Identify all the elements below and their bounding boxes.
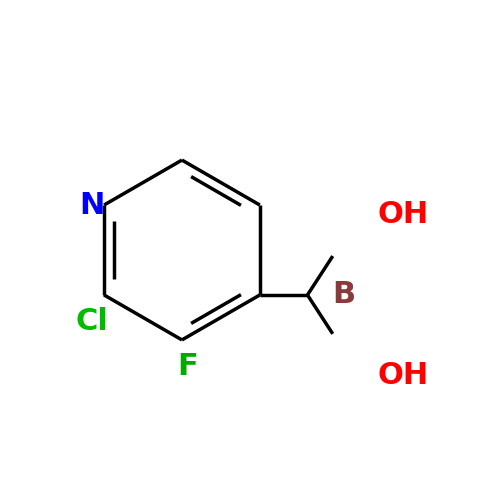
Text: OH: OH xyxy=(378,360,429,390)
Text: Cl: Cl xyxy=(76,307,108,336)
Text: OH: OH xyxy=(378,200,429,230)
Text: F: F xyxy=(178,352,198,381)
Text: N: N xyxy=(79,190,104,220)
Text: B: B xyxy=(332,280,355,310)
